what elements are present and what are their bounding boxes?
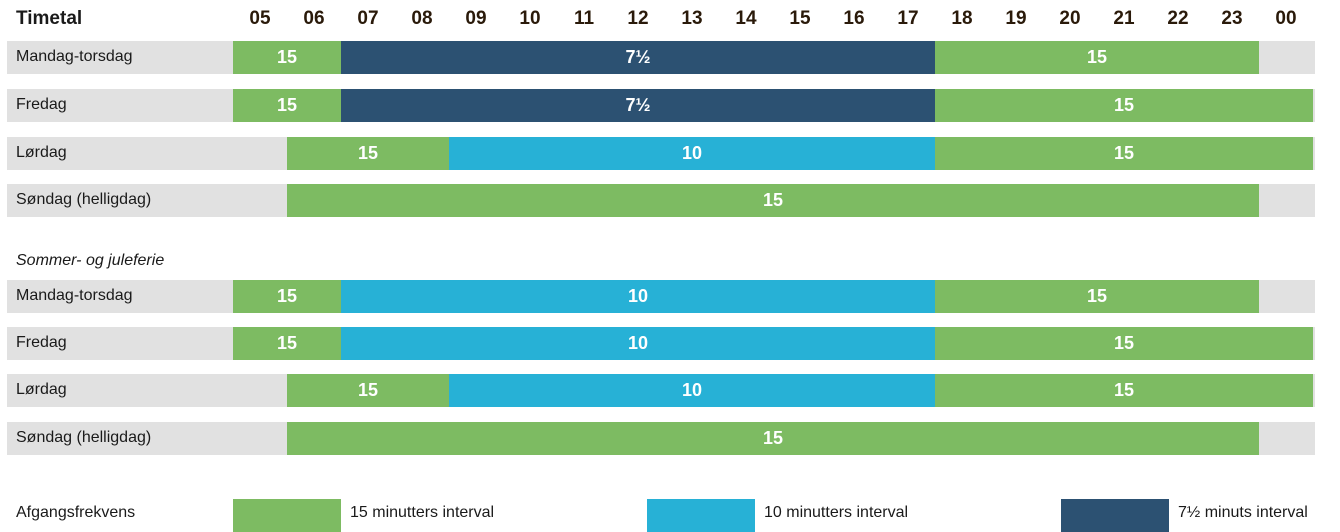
hour-label: 00 [1275, 8, 1297, 29]
interval-bar: 15 [935, 327, 1313, 360]
hour-label: 22 [1167, 8, 1189, 29]
hour-label: 17 [897, 8, 919, 29]
header-title: Timetal [16, 8, 83, 29]
hour-label: 10 [519, 8, 541, 29]
interval-bar: 7½ [341, 89, 935, 122]
legend-swatch [233, 499, 341, 532]
interval-bar: 15 [935, 89, 1313, 122]
hour-label: 08 [411, 8, 433, 29]
interval-bar: 15 [287, 374, 449, 407]
hour-label: 06 [303, 8, 325, 29]
interval-bar: 15 [233, 41, 341, 74]
legend-label: 10 minutters interval [764, 504, 909, 521]
row-label: Fredag [16, 334, 67, 351]
interval-bar: 15 [935, 280, 1259, 313]
interval-bar: 15 [287, 422, 1259, 455]
row-label: Lørdag [16, 381, 67, 398]
interval-bar: 15 [935, 41, 1259, 74]
legend-swatch [1061, 499, 1169, 532]
legend-title: Afgangsfrekvens [16, 504, 136, 521]
interval-bar: 15 [233, 327, 341, 360]
hour-label: 23 [1221, 8, 1243, 29]
interval-bar: 15 [233, 280, 341, 313]
interval-bar: 10 [449, 137, 935, 170]
hour-label: 13 [681, 8, 703, 29]
hour-label: 11 [573, 8, 595, 29]
interval-bar: 15 [233, 89, 341, 122]
hour-label: 21 [1113, 8, 1135, 29]
hour-label: 12 [627, 8, 649, 29]
legend-swatch [647, 499, 755, 532]
hour-label: 18 [951, 8, 973, 29]
interval-bar: 7½ [341, 41, 935, 74]
hour-label: 16 [843, 8, 865, 29]
hour-label: 15 [789, 8, 811, 29]
row-label: Søndag (helligdag) [16, 429, 152, 446]
hour-label: 09 [465, 8, 487, 29]
interval-bar: 10 [449, 374, 935, 407]
hour-label: 20 [1059, 8, 1081, 29]
legend-label: 15 minutters interval [350, 504, 495, 521]
legend-label: 7½ minuts interval [1178, 504, 1308, 521]
row-label: Mandag-torsdag [16, 287, 133, 304]
hour-label: 05 [249, 8, 271, 29]
hour-label: 07 [357, 8, 379, 29]
row-label: Søndag (helligdag) [16, 191, 152, 208]
interval-bar: 15 [287, 137, 449, 170]
row-label: Lørdag [16, 144, 67, 161]
interval-bar: 15 [935, 137, 1313, 170]
interval-bar: 15 [287, 184, 1259, 217]
interval-bar: 15 [935, 374, 1313, 407]
section-title: Sommer- og juleferie [16, 252, 165, 269]
hour-label: 14 [735, 8, 757, 29]
interval-bar: 10 [341, 280, 935, 313]
hour-label: 19 [1005, 8, 1027, 29]
row-label: Mandag-torsdag [16, 48, 133, 65]
row-label: Fredag [16, 96, 67, 113]
interval-bar: 10 [341, 327, 935, 360]
